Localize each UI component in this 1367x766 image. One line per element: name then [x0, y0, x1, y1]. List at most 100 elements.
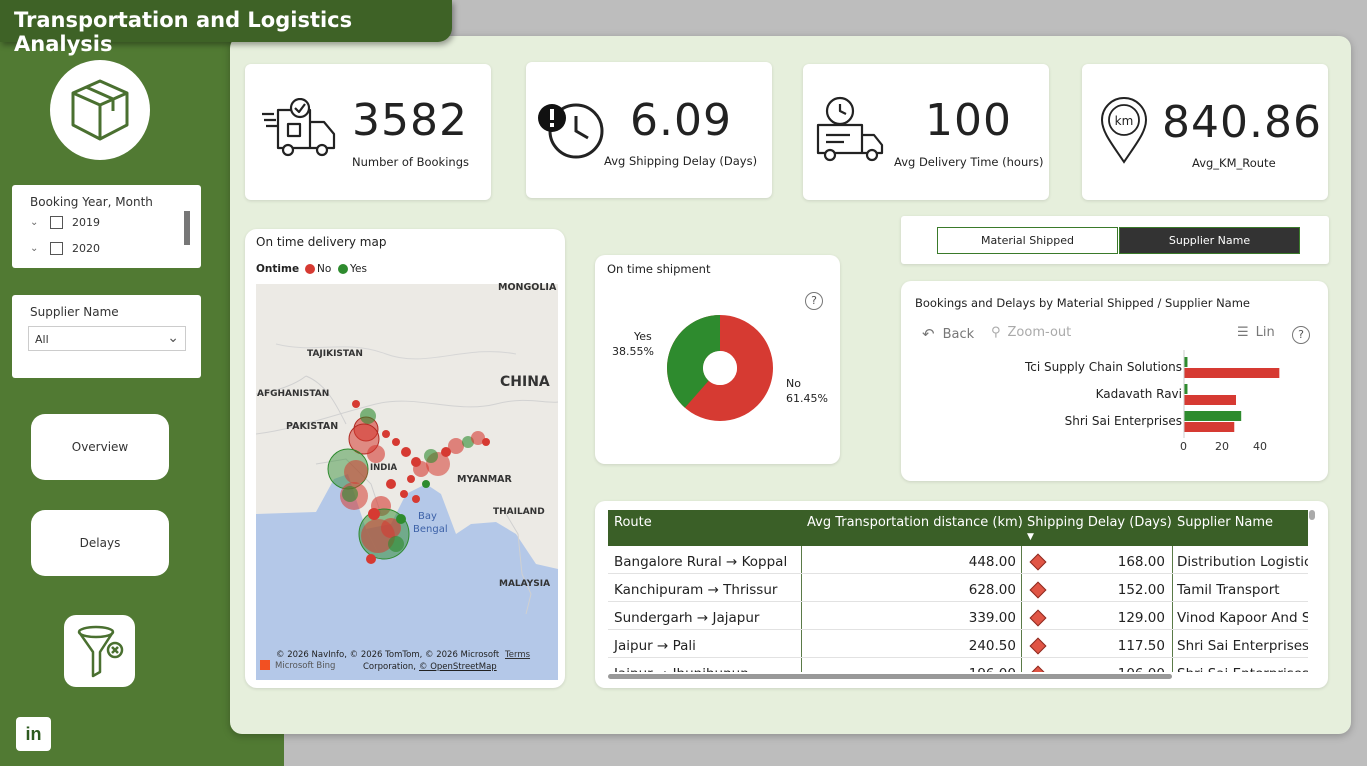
delays-button[interactable]: Delays — [31, 510, 169, 576]
map-title: On time delivery map — [256, 235, 387, 249]
kpi-label: Number of Bookings — [352, 155, 469, 169]
row-divider — [608, 657, 1308, 658]
supplier-cell: Shri Sai Enterprises — [1177, 666, 1308, 672]
checkbox[interactable] — [50, 242, 63, 255]
supplier-cell: Tamil Transport — [1177, 582, 1280, 598]
app-title: Transportation and Logistics Analysis — [14, 8, 353, 56]
zoom-out-icon: ⚲ — [991, 325, 1001, 340]
supplier-dropdown[interactable]: All ⌄ — [28, 326, 186, 351]
map-legend-title: Ontime — [256, 263, 300, 275]
table-vertical-scrollbar[interactable] — [1309, 510, 1315, 520]
svg-text:km: km — [1115, 114, 1134, 128]
donut-no-pct: 61.45% — [786, 392, 828, 405]
chevron-down-icon[interactable]: ⌄ — [30, 217, 39, 228]
bar[interactable] — [1184, 411, 1242, 421]
back-arrow-icon: ↶ — [922, 325, 935, 343]
title-bar: Transportation and Logistics Analysis — [0, 0, 452, 56]
map-place-label: MONGOLIA — [498, 282, 557, 293]
donut-yes-pct: 38.55% — [612, 345, 654, 358]
kpi-value: 840.86 — [1162, 97, 1322, 148]
map-place-label: THAILAND — [493, 507, 545, 517]
help-icon[interactable]: ? — [1292, 326, 1310, 344]
bar[interactable] — [1184, 422, 1235, 432]
kpi-value: 100 — [925, 95, 1012, 146]
package-icon — [71, 79, 129, 141]
overview-button[interactable]: Overview — [31, 414, 169, 480]
delay-indicator-icon — [1029, 637, 1047, 655]
delay-indicator-icon — [1029, 581, 1047, 599]
clock-alert-icon — [538, 103, 604, 159]
help-icon[interactable]: ? — [805, 292, 823, 310]
booking-slicer-title: Booking Year, Month — [30, 195, 153, 209]
row-divider — [608, 629, 1308, 630]
kpi-label: Avg Shipping Delay (Days) — [604, 154, 758, 168]
col-header-route[interactable]: Route — [614, 515, 652, 530]
booking-slicer: Booking Year, Month — [12, 185, 201, 268]
column-separator — [1021, 546, 1022, 672]
legend-no-label: No — [317, 263, 332, 275]
route-cell: Kanchipuram → Thrissur — [614, 582, 778, 598]
year-2019-option[interactable]: ⌄ 2019 — [30, 216, 100, 229]
chevron-down-icon[interactable]: ⌄ — [30, 243, 39, 254]
kpi-card-km — [1082, 64, 1328, 200]
year-label: 2019 — [72, 216, 100, 229]
delay-cell: 152.00 — [1117, 582, 1165, 598]
zoom-out-label: Zoom-out — [1007, 325, 1072, 340]
col-header-delay[interactable]: Shipping Delay (Days) — [1027, 515, 1172, 530]
clear-filter-button[interactable] — [64, 615, 135, 687]
slicer-scrollbar[interactable] — [184, 211, 190, 245]
x-tick-label: 40 — [1253, 440, 1267, 453]
supplier-dropdown-value: All — [35, 333, 49, 346]
x-tick-label: 20 — [1215, 440, 1229, 453]
supplier-name-toggle[interactable]: Supplier Name — [1119, 227, 1300, 254]
zoom-out-button[interactable]: ⚲ Zoom-out — [991, 325, 1071, 340]
map-place-label: CHINA — [500, 374, 550, 390]
bar-category-label: Kadavath Ravi — [1095, 387, 1182, 401]
kpi-card-delay — [526, 62, 772, 198]
back-label: Back — [942, 326, 975, 342]
chevron-down-icon: ⌄ — [167, 330, 179, 346]
linkedin-button[interactable]: in — [16, 717, 51, 751]
col-header-distance[interactable]: Avg Transportation distance (km) — [807, 515, 1023, 530]
bar[interactable] — [1184, 395, 1236, 405]
route-cell: Sundergarh → Jajapur — [614, 610, 760, 626]
material-shipped-toggle[interactable]: Material Shipped — [937, 227, 1118, 254]
lin-button[interactable]: ☰ Lin — [1237, 325, 1275, 340]
bar-chart-title: Bookings and Delays by Material Shipped … — [915, 296, 1251, 310]
column-separator — [801, 546, 802, 672]
map-place-label: PAKISTAN — [286, 421, 339, 432]
delay-cell: 168.00 — [1117, 554, 1165, 570]
donut-yes-slice — [667, 315, 720, 408]
bar-chart-plot — [1183, 350, 1280, 438]
table-horizontal-scrollbar[interactable] — [608, 674, 1172, 679]
map-view[interactable] — [256, 284, 558, 680]
bar-category-label: Shri Sai Enterprises — [1064, 414, 1182, 428]
distance-cell: 240.50 — [968, 638, 1016, 654]
delay-cell: 117.50 — [1117, 638, 1165, 654]
bar[interactable] — [1184, 368, 1280, 378]
delay-indicator-icon — [1029, 553, 1047, 571]
bar[interactable] — [1184, 357, 1188, 367]
route-cell: Jaipur → Jhunjhunun — [614, 666, 749, 672]
map-place-label: Bay — [418, 511, 437, 522]
checkbox[interactable] — [50, 216, 63, 229]
delay-cell: 129.00 — [1117, 610, 1165, 626]
distance-cell: 339.00 — [968, 610, 1016, 626]
supplier-slicer-title: Supplier Name — [30, 305, 119, 319]
bar[interactable] — [1184, 384, 1188, 394]
km-pin-icon: km — [1100, 97, 1148, 164]
osm-link[interactable]: © OpenStreetMap — [419, 662, 497, 672]
distance-cell: 628.00 — [968, 582, 1016, 598]
kpi-label: Avg Delivery Time (hours) — [894, 155, 1044, 169]
year-2020-option[interactable]: ⌄ 2020 — [30, 242, 100, 255]
lin-label: Lin — [1255, 325, 1275, 340]
map-terms-link[interactable]: Terms — [505, 650, 531, 660]
column-separator — [1172, 546, 1173, 672]
col-header-supplier[interactable]: Supplier Name — [1177, 515, 1274, 530]
supplier-cell: Shri Sai Enterprises — [1177, 638, 1308, 654]
clear-filter-icon — [77, 625, 123, 678]
bar-chart-card — [901, 281, 1328, 481]
x-tick-label: 0 — [1180, 440, 1187, 453]
back-button[interactable]: ↶ Back — [922, 325, 974, 343]
kpi-value: 6.09 — [630, 95, 732, 146]
